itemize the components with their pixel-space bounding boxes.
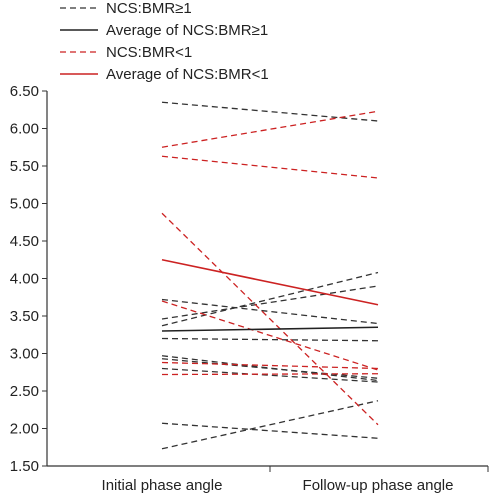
y-tick-label: 6.00 [10,121,39,138]
series-line-1 [161,101,379,122]
series-line-7 [161,367,379,383]
legend-label-4: Average of NCS:BMR<1 [106,66,269,83]
series-line-15 [161,373,379,376]
legend-label-1: NCS:BMR≥1 [106,0,192,17]
y-tick-label: 2.50 [10,383,39,400]
series-line-17 [161,326,379,332]
series-line-4 [161,337,379,342]
series-line-3 [161,285,379,320]
chart-axes: 1.50 2.00 2.50 3.00 3.50 4.00 4.50 5.00 5.50 6.00… [10,83,489,494]
y-tick-label: 1.50 [10,458,39,475]
series-line-11 [161,110,379,148]
y-tick-label: 4.00 [10,271,39,288]
series-line-12 [161,155,379,179]
series-line-8 [161,422,379,439]
series-line-9 [161,400,379,450]
legend: NCS:BMR≥1 Average of NCS:BMR≥1 NCS:BMR<1 Av… [60,0,269,83]
x-tick-label: Follow-up phase angle [303,477,454,494]
legend-label-2: Average of NCS:BMR≥1 [106,22,268,39]
series-line-10 [161,298,379,325]
x-tick-label: Initial phase angle [102,477,223,494]
y-tick-label: 5.00 [10,196,39,213]
series-line-6 [161,358,379,379]
series-line-16 [161,300,379,371]
y-tick-label: 3.50 [10,308,39,325]
legend-label-3: NCS:BMR<1 [106,44,192,61]
series-layer [161,101,379,450]
y-tick-label: 6.50 [10,83,39,100]
series-line-14 [161,361,379,370]
series-line-18 [161,258,379,306]
series-line-2 [161,271,379,327]
y-tick-label: 5.50 [10,158,39,175]
series-line-13 [161,212,379,426]
y-tick-label: 4.50 [10,233,39,250]
series-line-5 [161,355,379,382]
y-tick-label: 3.00 [10,346,39,363]
y-tick-label: 2.00 [10,421,39,438]
